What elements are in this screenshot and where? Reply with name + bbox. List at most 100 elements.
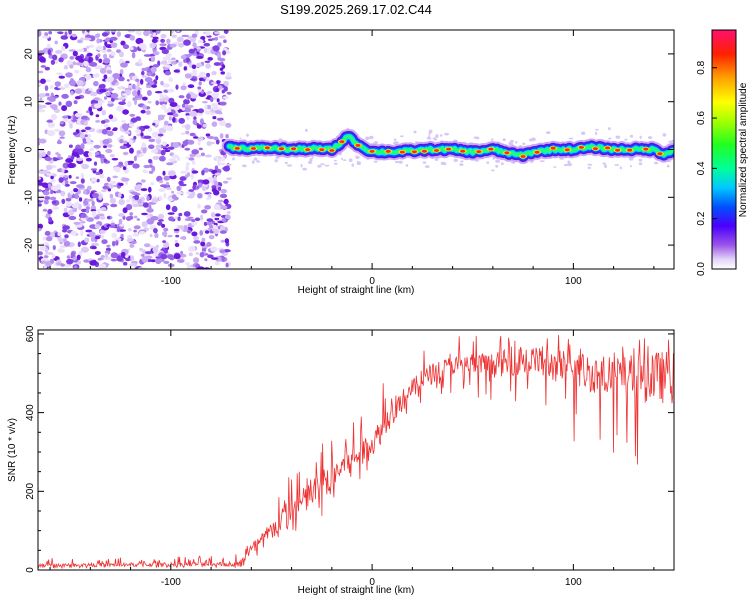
noise-speckle: [97, 257, 103, 261]
noise-speckle: [106, 126, 111, 131]
noise-speckle: [118, 76, 125, 82]
noise-speckle: [186, 195, 195, 199]
noise-speckle: [218, 35, 226, 39]
noise-speckle: [221, 89, 225, 94]
noise-speckle: [51, 104, 58, 111]
noise-speckle: [100, 234, 105, 240]
noise-speckle: [91, 210, 97, 218]
noise-speckle: [58, 57, 64, 63]
noise-speckle: [98, 89, 107, 93]
noise-speckle: [49, 85, 54, 89]
noise-speckle: [68, 79, 77, 86]
noise-speckle: [215, 88, 220, 92]
noise-speckle: [212, 224, 218, 229]
noise-speckle: [181, 235, 187, 240]
noise-speckle: [158, 188, 166, 193]
noise-speckle: [40, 65, 46, 68]
noise-speckle: [88, 231, 96, 237]
noise-speckle: [188, 157, 195, 161]
noise-speckle: [195, 62, 203, 68]
noise-speckle: [219, 133, 224, 139]
track-peak: [250, 147, 256, 150]
noise-speckle: [163, 120, 169, 126]
noise-speckle: [83, 37, 92, 41]
noise-speckle: [204, 104, 208, 111]
faint-speckle: [393, 138, 397, 141]
noise-speckle: [73, 265, 78, 269]
faint-speckle: [495, 159, 501, 163]
noise-speckle: [209, 96, 214, 103]
noise-speckle: [220, 71, 225, 75]
noise-speckle: [54, 40, 58, 45]
noise-speckle: [80, 213, 87, 218]
noise-speckle: [160, 60, 168, 65]
noise-speckle: [157, 114, 166, 118]
noise-speckle: [96, 178, 100, 183]
noise-speckle: [152, 246, 159, 253]
noise-speckle: [175, 59, 179, 63]
noise-speckle: [135, 37, 144, 45]
noise-speckle: [93, 97, 100, 101]
noise-speckle: [73, 100, 78, 105]
snr-frame: [37, 329, 675, 571]
noise-speckle: [70, 90, 74, 96]
noise-speckle: [55, 152, 59, 156]
noise-speckle: [148, 138, 156, 143]
faint-speckle: [302, 167, 307, 171]
noise-speckle: [94, 33, 100, 39]
noise-speckle: [142, 105, 148, 110]
colorbar-tick-label: 0.8: [696, 60, 707, 74]
noise-speckle: [57, 86, 64, 89]
noise-speckle: [211, 220, 215, 224]
noise-speckle: [214, 172, 221, 176]
noise-speckle: [64, 183, 70, 187]
noise-speckle: [57, 139, 61, 145]
noise-speckle: [71, 203, 79, 209]
noise-speckle: [86, 185, 92, 191]
noise-speckle: [132, 203, 140, 208]
noise-speckle: [162, 83, 170, 88]
noise-speckle: [197, 139, 201, 146]
noise-speckle: [89, 148, 95, 151]
faint-speckle: [434, 136, 439, 138]
faint-speckle: [608, 137, 612, 140]
faint-speckle: [320, 163, 325, 166]
noise-speckle: [185, 113, 190, 116]
noise-speckle: [85, 67, 92, 73]
faint-speckle: [522, 142, 526, 145]
noise-speckle: [214, 256, 222, 262]
noise-speckle: [193, 48, 198, 51]
noise-speckle: [141, 70, 145, 76]
noise-speckle: [43, 196, 51, 200]
noise-speckle: [184, 147, 191, 151]
noise-speckle: [54, 128, 60, 132]
noise-speckle: [122, 44, 130, 50]
noise-speckle: [38, 189, 43, 192]
noise-speckle: [121, 92, 128, 96]
noise-speckle: [180, 85, 187, 91]
noise-speckle: [201, 209, 208, 214]
noise-speckle: [129, 35, 135, 41]
noise-speckle: [95, 114, 100, 118]
snr-panel: [38, 334, 674, 570]
noise-speckle: [38, 93, 46, 98]
noise-speckle: [99, 67, 107, 74]
track-peak: [446, 147, 452, 151]
noise-speckle: [216, 117, 223, 121]
track-peak: [421, 149, 427, 153]
noise-speckle: [45, 164, 53, 171]
noise-speckle: [190, 78, 197, 81]
faint-speckle: [587, 163, 593, 166]
snr-ytick-label: 600: [25, 325, 36, 342]
noise-speckle: [70, 230, 78, 236]
noise-speckle: [95, 45, 104, 51]
noise-speckle: [50, 59, 56, 65]
noise-speckle: [214, 261, 220, 266]
noise-speckle: [163, 89, 169, 93]
noise-speckle: [148, 170, 154, 174]
noise-speckle: [219, 67, 224, 71]
noise-speckle: [187, 229, 192, 234]
noise-speckle: [157, 149, 162, 155]
noise-speckle: [46, 119, 53, 123]
noise-speckle: [153, 228, 158, 234]
